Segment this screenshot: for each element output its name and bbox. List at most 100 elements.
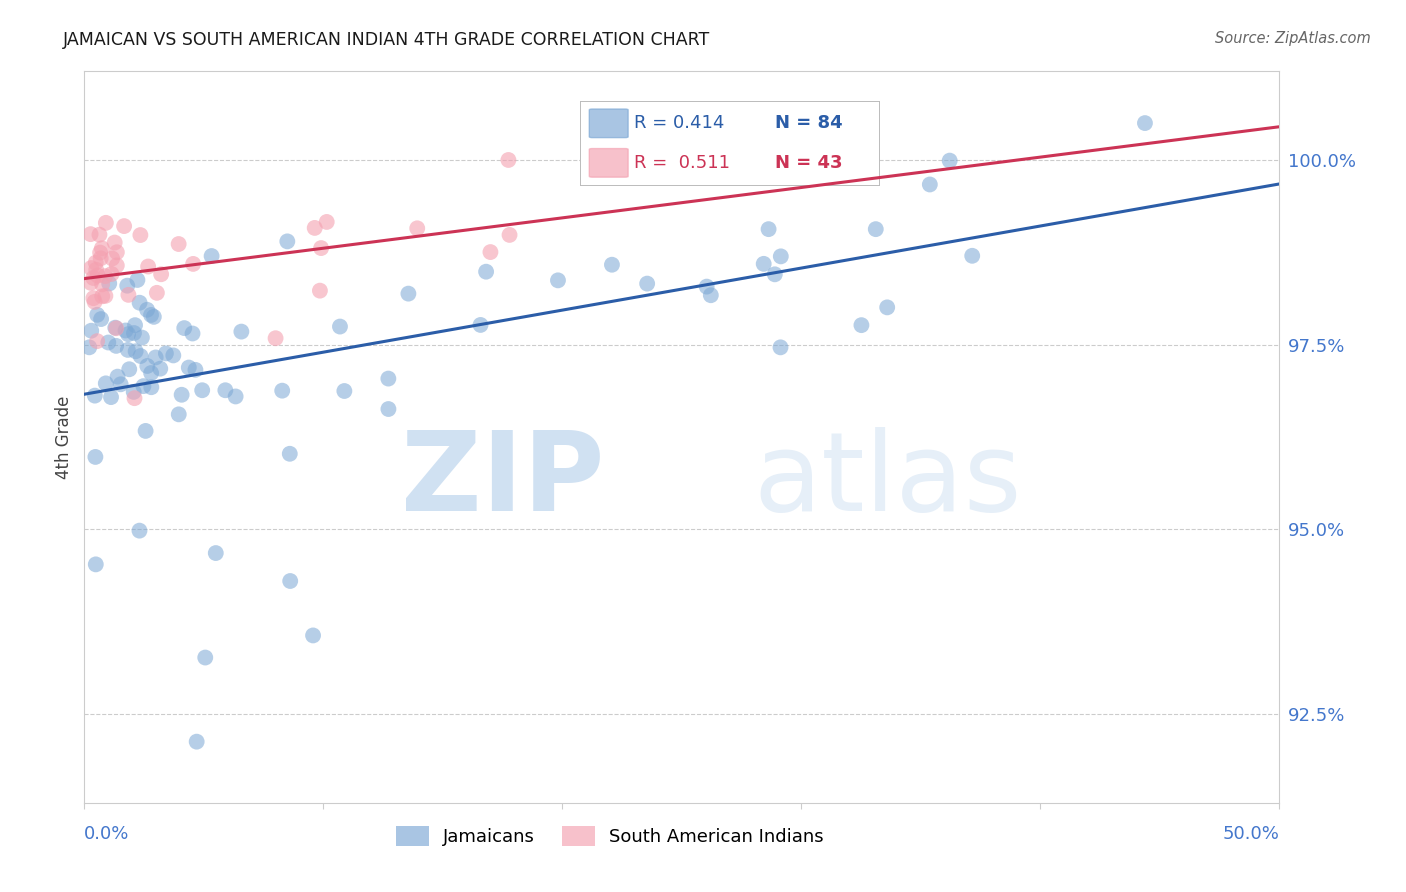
- Point: [600, 258, 623, 272]
- Point: [89, 245, 111, 260]
- Point: [86, 268, 108, 283]
- Point: [470, 318, 492, 332]
- Point: [77, 340, 100, 354]
- Point: [181, 326, 204, 341]
- Y-axis label: 4th Grade: 4th Grade: [55, 395, 73, 479]
- Point: [90, 252, 112, 266]
- Point: [170, 388, 193, 402]
- Point: [114, 324, 136, 338]
- Point: [479, 245, 502, 260]
- Point: [122, 326, 145, 340]
- Point: [167, 408, 190, 422]
- Point: [333, 384, 356, 398]
- Point: [128, 524, 150, 538]
- Point: [84, 255, 107, 269]
- Point: [104, 235, 127, 250]
- Point: [139, 366, 162, 380]
- Point: [94, 216, 117, 230]
- Point: [278, 447, 301, 461]
- Point: [135, 424, 157, 438]
- Point: [94, 269, 117, 284]
- Point: [90, 312, 112, 326]
- Point: [105, 321, 128, 335]
- Point: [309, 284, 332, 298]
- Text: Source: ZipAtlas.com: Source: ZipAtlas.com: [1215, 31, 1371, 46]
- Point: [315, 215, 337, 229]
- Point: [191, 383, 214, 397]
- Point: [98, 277, 121, 291]
- Point: [97, 335, 120, 350]
- Point: [83, 389, 105, 403]
- Point: [118, 362, 141, 376]
- Point: [105, 259, 128, 273]
- Point: [105, 245, 128, 260]
- Point: [918, 178, 941, 192]
- Point: [124, 391, 146, 405]
- Text: atlas: atlas: [754, 427, 1022, 534]
- Point: [155, 346, 177, 360]
- Point: [167, 237, 190, 252]
- Point: [112, 219, 135, 233]
- Point: [377, 402, 399, 417]
- Point: [276, 235, 298, 249]
- Point: [1133, 116, 1156, 130]
- Point: [83, 294, 105, 309]
- Point: [117, 278, 139, 293]
- Point: [80, 261, 103, 276]
- Point: [127, 273, 149, 287]
- Point: [141, 380, 163, 394]
- Point: [851, 318, 873, 333]
- Point: [758, 222, 780, 236]
- Point: [101, 252, 124, 266]
- Point: [79, 227, 101, 241]
- Point: [181, 257, 204, 271]
- Point: [117, 288, 139, 302]
- Point: [752, 257, 775, 271]
- Point: [406, 221, 429, 235]
- Point: [100, 267, 122, 281]
- Point: [149, 361, 172, 376]
- Point: [82, 271, 104, 285]
- Point: [173, 321, 195, 335]
- Point: [86, 308, 108, 322]
- Point: [204, 546, 226, 560]
- Text: ZIP: ZIP: [401, 427, 605, 534]
- Point: [110, 377, 132, 392]
- Text: 0.0%: 0.0%: [84, 825, 129, 843]
- Point: [129, 228, 152, 243]
- Point: [89, 227, 111, 242]
- Point: [186, 734, 208, 748]
- Point: [302, 628, 325, 642]
- Point: [124, 318, 146, 333]
- Point: [700, 288, 723, 302]
- Point: [960, 249, 983, 263]
- Point: [264, 331, 287, 345]
- Point: [214, 383, 236, 397]
- Point: [177, 360, 200, 375]
- Point: [150, 267, 173, 281]
- Point: [225, 389, 247, 403]
- Point: [117, 343, 139, 357]
- Point: [105, 339, 128, 353]
- Point: [122, 384, 145, 399]
- Point: [498, 153, 520, 167]
- Point: [124, 344, 146, 359]
- Point: [865, 222, 887, 236]
- Point: [107, 369, 129, 384]
- Point: [184, 363, 207, 377]
- Point: [131, 330, 153, 344]
- Point: [309, 241, 332, 255]
- Point: [146, 285, 169, 300]
- Legend: Jamaicans, South American Indians: Jamaicans, South American Indians: [396, 826, 824, 847]
- Point: [769, 340, 792, 354]
- Point: [117, 327, 139, 342]
- Point: [91, 277, 114, 292]
- Point: [136, 260, 159, 274]
- Point: [94, 376, 117, 391]
- Point: [938, 153, 960, 168]
- Point: [129, 349, 152, 363]
- Point: [162, 348, 184, 362]
- Point: [278, 574, 301, 588]
- Point: [91, 289, 114, 303]
- Point: [84, 558, 107, 572]
